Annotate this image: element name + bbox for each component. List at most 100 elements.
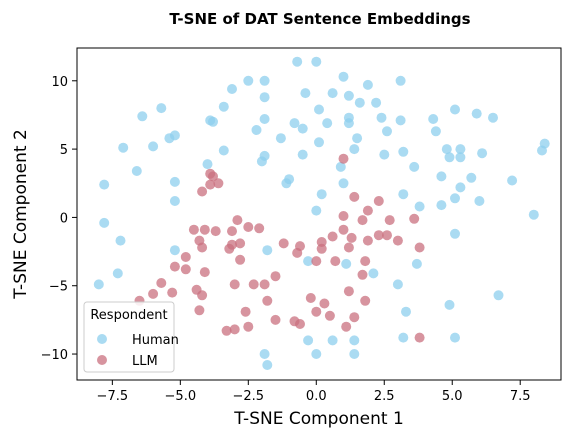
legend-marker-human: [97, 334, 107, 344]
data-point-llm: [270, 314, 281, 325]
data-point-human: [259, 114, 270, 124]
legend-title: Respondent: [90, 308, 167, 323]
data-point-llm: [338, 211, 349, 221]
data-point-llm: [270, 271, 281, 282]
data-point-human: [303, 335, 314, 346]
data-point-human: [362, 79, 373, 90]
data-point-llm: [205, 179, 216, 190]
data-point-llm: [167, 287, 178, 298]
data-point-llm: [208, 171, 218, 182]
data-point-llm: [240, 306, 251, 317]
data-point-human: [169, 196, 180, 206]
data-point-llm: [235, 254, 246, 265]
data-point-human: [169, 176, 180, 187]
data-point-human: [441, 144, 452, 155]
data-point-human: [297, 123, 308, 134]
x-axis-label: T-SNE Component 1: [233, 409, 404, 429]
data-point-human: [297, 149, 308, 160]
data-point-llm: [414, 242, 425, 253]
data-point-llm: [213, 178, 224, 189]
data-point-human: [93, 279, 104, 290]
data-point-human: [398, 146, 409, 157]
data-point-human: [368, 268, 379, 279]
data-point-human: [322, 118, 333, 129]
data-point-llm: [235, 238, 246, 249]
data-point-human: [316, 189, 327, 200]
data-point-human: [303, 256, 314, 267]
data-point-human: [450, 104, 460, 115]
data-point-llm: [338, 224, 349, 235]
data-point-human: [352, 133, 363, 144]
data-point-human: [395, 115, 406, 126]
data-point-human: [300, 88, 311, 99]
data-point-llm: [180, 252, 191, 262]
data-point-human: [259, 92, 270, 103]
data-point-human: [137, 111, 148, 122]
y-tick-label: 10: [51, 75, 68, 90]
y-axis-label: T-SNE Component 2: [11, 129, 31, 300]
data-point-human: [411, 258, 422, 269]
data-point-llm: [305, 293, 316, 303]
data-point-llm: [197, 290, 208, 301]
data-point-human: [382, 126, 392, 137]
data-point-human: [338, 178, 349, 189]
data-point-human: [99, 179, 110, 190]
data-point-llm: [319, 298, 330, 309]
x-tick-label: 5.0: [442, 389, 463, 404]
data-point-llm: [295, 319, 305, 329]
data-point-human: [343, 90, 354, 101]
data-point-human: [455, 182, 466, 193]
data-point-human: [428, 114, 439, 124]
data-point-human: [392, 279, 403, 290]
data-point-human: [218, 145, 229, 156]
data-point-human: [436, 171, 447, 182]
data-point-human: [327, 88, 338, 99]
data-point-llm: [409, 213, 420, 224]
data-point-llm: [221, 325, 232, 336]
data-point-llm: [349, 191, 360, 202]
data-point-human: [493, 290, 504, 301]
legend-label-human: Human: [132, 333, 179, 348]
data-point-human: [341, 258, 352, 269]
data-point-llm: [199, 267, 210, 278]
data-point-human: [169, 245, 180, 256]
data-point-llm: [243, 222, 254, 232]
data-point-llm: [292, 247, 303, 258]
data-point-human: [243, 75, 254, 86]
data-point-llm: [194, 305, 205, 316]
data-point-human: [455, 144, 466, 155]
data-point-human: [115, 235, 126, 246]
data-point-llm: [349, 312, 360, 323]
data-point-llm: [327, 231, 338, 242]
data-point-human: [251, 125, 262, 135]
data-point-human: [474, 196, 485, 206]
data-point-human: [311, 349, 322, 359]
data-point-llm: [360, 256, 371, 267]
data-point-llm: [357, 215, 368, 226]
data-point-human: [401, 306, 411, 317]
data-point-human: [314, 137, 324, 148]
data-point-llm: [259, 279, 270, 290]
data-point-llm: [360, 295, 371, 306]
data-point-human: [349, 335, 360, 346]
data-point-human: [395, 75, 406, 86]
data-point-human: [537, 145, 547, 156]
data-point-llm: [373, 230, 384, 241]
data-point-llm: [343, 286, 354, 297]
data-point-human: [218, 101, 229, 112]
data-point-human: [409, 161, 420, 172]
data-point-human: [528, 209, 539, 220]
data-point-llm: [197, 186, 208, 197]
data-point-human: [444, 152, 455, 163]
chart-title: T-SNE of DAT Sentence Embeddings: [169, 10, 470, 28]
data-point-human: [148, 141, 159, 152]
data-point-llm: [243, 321, 254, 332]
data-point-human: [292, 56, 303, 67]
data-point-llm: [357, 269, 368, 280]
data-point-llm: [199, 224, 210, 235]
data-point-human: [414, 201, 425, 212]
data-point-llm: [414, 332, 425, 343]
data-point-llm: [232, 215, 243, 226]
data-point-human: [450, 228, 460, 239]
data-point-human: [398, 332, 409, 343]
